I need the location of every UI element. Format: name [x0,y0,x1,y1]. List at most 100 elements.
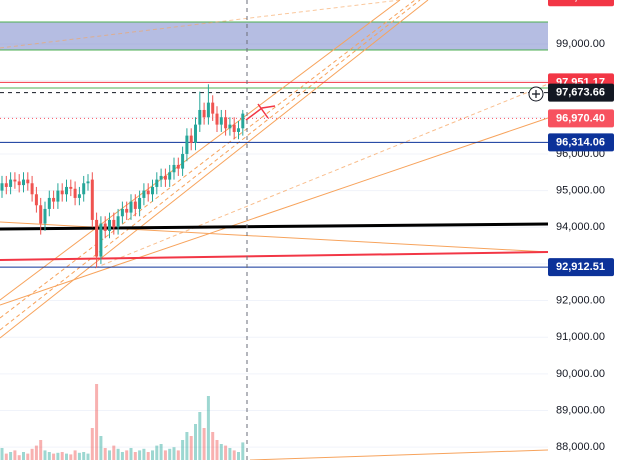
volume-bar [73,450,77,460]
price-label: 92,912.51 [556,261,605,273]
volume-bar [26,453,30,460]
volume-bar [206,396,210,460]
candle-body [39,205,43,224]
volume-bar [43,450,47,460]
candle-body [112,219,116,228]
candle-body [90,179,94,220]
volume-bar [185,432,189,460]
trend-line [0,0,401,301]
candle-body [202,109,206,118]
candle-body [181,153,185,169]
volume-bar [90,428,94,460]
candle-body [142,190,146,198]
candle-body [211,102,215,114]
candle-body [241,113,245,129]
volume-bar [151,450,154,460]
candle-body [43,208,47,224]
candle-body [56,190,60,202]
support-line [0,251,549,261]
candle-body [176,164,180,169]
price-label-box [548,258,614,277]
price-label-box [548,109,614,128]
candle-body [120,208,124,217]
volume-bar [4,453,8,460]
candle-body [237,128,240,132]
volume-bar [219,444,223,460]
candle-body [77,194,81,198]
volume-bar [30,448,34,460]
volume-bar [13,450,17,460]
volume-bar [138,450,142,460]
volume-bar [163,450,167,460]
candle-body [219,117,223,125]
volume-bar [60,452,64,460]
volume-bar [52,453,56,460]
volume-bar [108,450,111,460]
volume-bar [228,448,232,460]
candle-body [22,179,25,186]
volume-bar [125,450,129,460]
volume-bar [142,448,146,460]
candle-body [138,197,142,209]
y-tick-label: 95,000.00 [556,185,605,197]
volume-bar [168,448,172,460]
level-lines [0,81,548,268]
candle-body [151,186,154,195]
y-tick-label: 89,000.00 [556,404,605,416]
volume-bar [237,452,240,460]
candle-body [168,172,172,180]
price-label: 100,274.88 [556,0,611,3]
candle-body [69,186,73,189]
volume-bar [39,440,43,460]
price-label-box [548,133,614,152]
volume-bar [176,450,180,460]
y-tick-label: 91,000.00 [556,331,605,343]
volume-bar [99,436,103,460]
cross-drawing [245,103,276,121]
volume-bar [112,445,116,460]
volume-bar [224,445,228,460]
candle-body [60,190,64,195]
candle-body [108,219,111,231]
y-tick-label: 88,000.00 [556,441,605,453]
candle-body [163,175,167,180]
volume-bar [82,452,86,460]
y-tick-label: 90,000.00 [556,368,605,380]
volume-bar [202,428,206,460]
trend-line [0,0,416,319]
volume-bar [22,452,25,460]
candle-body [155,179,159,187]
volume-bar [198,412,202,460]
candle-body [159,175,163,180]
candle-body [228,124,232,129]
y-tick-label: 92,000.00 [556,294,605,306]
trend-line [249,449,549,460]
volume-bar [232,450,236,460]
candle-body [189,135,193,143]
candle-body [30,183,34,195]
volume-bar [241,442,245,460]
candle-body [129,201,133,213]
candle-body [99,223,103,257]
volume-bar [9,452,13,460]
support-line [0,222,549,231]
volume-bar [211,432,215,460]
trend-line [94,83,549,269]
candle-body [103,223,107,231]
volume-bar [159,444,163,460]
candle-body [0,183,4,191]
volume-bar [86,453,90,460]
trend-line [0,0,429,339]
candle-body [125,208,129,213]
candle-body [17,181,21,186]
trend-line [0,0,421,331]
trend-line [0,117,549,306]
candle-body [73,188,77,198]
candle-body [9,179,13,187]
candle-body [95,219,99,257]
volume-bar [120,452,124,460]
price-label-box [548,0,614,7]
volume-bar [69,454,73,460]
add-icon [532,90,540,98]
